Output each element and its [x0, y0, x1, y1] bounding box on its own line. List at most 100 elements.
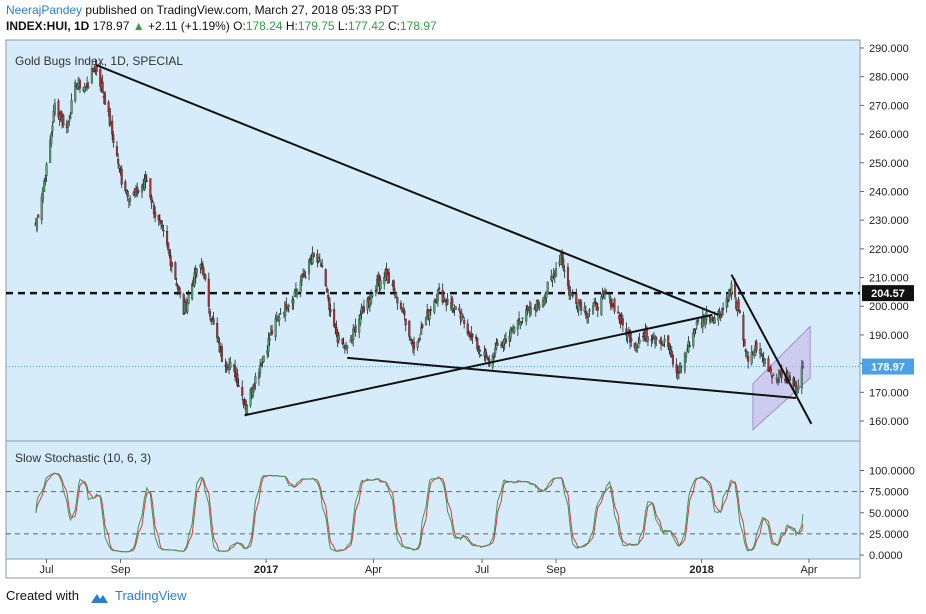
- candle-body: [74, 82, 77, 101]
- candle-body: [538, 304, 541, 308]
- candle-body: [543, 300, 546, 305]
- candle-body: [575, 294, 578, 305]
- candle-body: [287, 305, 290, 307]
- stoch-k-line[interactable]: [35, 472, 804, 553]
- candle-body: [83, 86, 86, 92]
- candle-body: [545, 291, 548, 299]
- author-link[interactable]: NeerajPandey: [6, 3, 83, 17]
- candle-body: [51, 125, 54, 132]
- candle-body: [362, 306, 365, 313]
- candle-body: [529, 307, 533, 314]
- candle-body: [554, 267, 558, 277]
- candle-body: [177, 286, 181, 291]
- last-price-tag-label: 178.97: [871, 362, 905, 374]
- candle-body: [68, 120, 71, 122]
- short-term-downtrend-line[interactable]: [730, 274, 813, 425]
- candle-body: [500, 344, 503, 347]
- candle-body: [154, 211, 157, 218]
- candle-body: [452, 310, 455, 312]
- candle-body: [761, 355, 764, 357]
- close-label: C:: [387, 19, 400, 33]
- lower-wedge-line[interactable]: [347, 356, 796, 400]
- candle-body: [167, 243, 170, 251]
- candle-body: [78, 79, 82, 89]
- price-axis-label: 270.000: [869, 100, 909, 112]
- candle-body: [103, 92, 107, 105]
- candle-body: [520, 321, 523, 323]
- candle-body: [801, 366, 805, 369]
- price-axis-label: 220.000: [869, 244, 909, 256]
- candle-body: [563, 270, 566, 272]
- tradingview-brand[interactable]: TradingView: [114, 588, 187, 603]
- candle-body: [728, 289, 731, 300]
- price-axis-label: 230.000: [869, 215, 909, 227]
- candle-body: [274, 318, 277, 338]
- price-axis-label: 170.000: [869, 387, 909, 399]
- rising-support-line[interactable]: [244, 313, 713, 417]
- price-axis-label: 290.000: [869, 43, 909, 55]
- candle-body: [179, 291, 182, 295]
- osc-axis-label: 25.0000: [869, 529, 909, 541]
- candle-body: [637, 343, 640, 348]
- candle-body: [645, 327, 648, 340]
- price-pane[interactable]: [6, 40, 860, 441]
- candle-body: [371, 293, 374, 297]
- chart-frame: [5, 39, 861, 579]
- time-axis-label: 2018: [689, 564, 713, 576]
- candle-body: [319, 263, 323, 267]
- upper-downtrend-line[interactable]: [96, 64, 719, 316]
- candle-body: [403, 310, 406, 316]
- candle-body: [420, 327, 423, 335]
- candle-body: [187, 294, 190, 304]
- oscillator-pane[interactable]: [6, 441, 860, 559]
- candle-body: [108, 108, 111, 126]
- stoch-d-line[interactable]: [35, 472, 804, 553]
- price-axis-label: 260.000: [869, 129, 909, 141]
- candle-body: [162, 230, 165, 232]
- candle-body: [471, 334, 474, 337]
- candle-body: [87, 86, 90, 88]
- candle-body: [755, 341, 758, 351]
- price-axis-label: 240.000: [869, 186, 909, 198]
- candle-body: [685, 352, 688, 358]
- candle-body: [566, 266, 570, 286]
- candle-body: [245, 405, 249, 414]
- osc-axis-label: 100.0000: [869, 466, 915, 478]
- candle-body: [436, 289, 439, 301]
- candle-body: [37, 214, 40, 218]
- candle-body: [321, 265, 324, 267]
- candle-body: [461, 316, 465, 318]
- level-price-tag: [862, 285, 914, 302]
- candle-body: [168, 252, 171, 256]
- candle-body: [329, 308, 332, 313]
- candle-body: [199, 264, 202, 268]
- candle-body: [392, 280, 395, 291]
- candle-body: [646, 336, 649, 342]
- candle-body: [169, 255, 172, 266]
- publish-info: NeerajPandey published on TradingView.co…: [6, 3, 399, 17]
- candle-body: [719, 314, 722, 318]
- ohlc-header: INDEX:HUI, 1D 178.97 ▲ +2.11 (+1.19%) O:…: [6, 19, 437, 33]
- candle-body: [343, 347, 346, 349]
- candle-body: [191, 283, 194, 299]
- candle-body: [638, 339, 641, 344]
- footer: Created with TradingView: [6, 588, 187, 604]
- candle-body: [260, 362, 263, 367]
- candle-body: [69, 116, 72, 120]
- candle-body: [151, 201, 154, 203]
- candle-body: [738, 310, 741, 313]
- candle-body: [513, 326, 516, 332]
- price-axis-label: 280.000: [869, 72, 909, 84]
- candle-body: [101, 81, 104, 93]
- candle-body: [521, 317, 524, 319]
- candle-body: [518, 318, 521, 322]
- candle-body: [160, 221, 163, 224]
- time-axis-label: Sep: [546, 564, 566, 576]
- candle-body: [663, 339, 666, 342]
- candles: [34, 59, 805, 417]
- candle-body: [124, 181, 127, 191]
- candle-body: [788, 375, 791, 381]
- last-price: 178.97: [92, 19, 130, 33]
- candle-body: [509, 329, 512, 339]
